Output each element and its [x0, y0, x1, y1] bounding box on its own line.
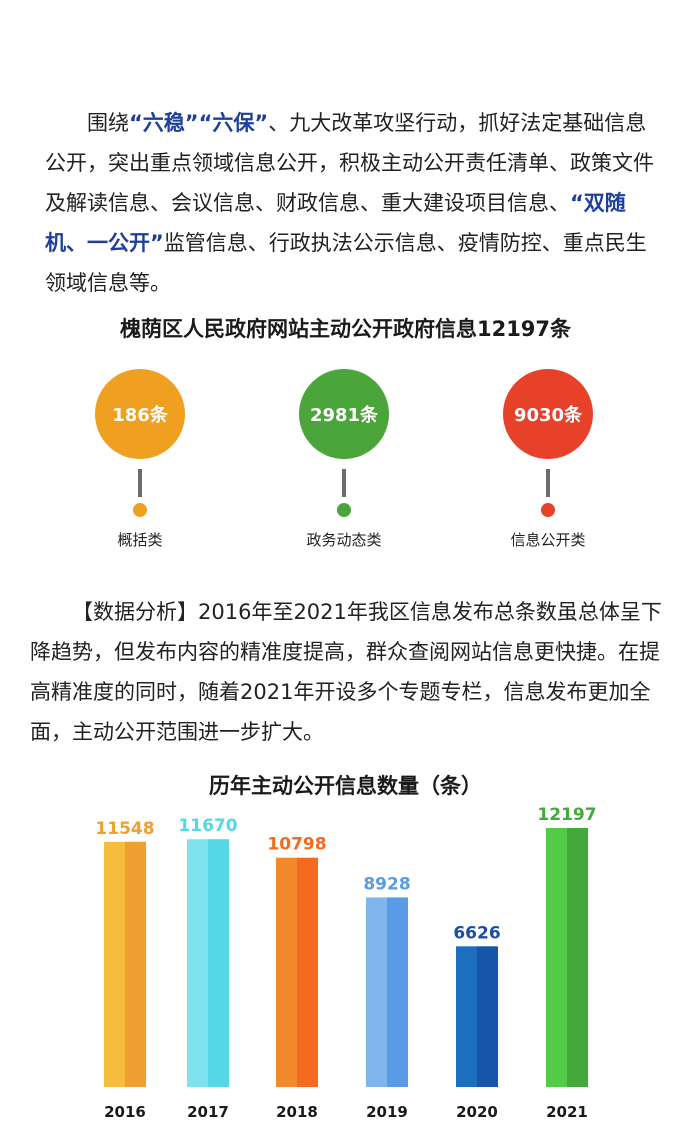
stat-value-overview: 186条	[112, 405, 168, 426]
stat-value-disclosure: 9030条	[513, 405, 583, 426]
summary-title: 槐荫区人民政府网站主动公开政府信息12197条	[119, 317, 572, 341]
intro-text-1: 围绕	[87, 111, 129, 135]
bar-2019-right-face	[387, 897, 408, 1087]
x-tick-label-2017: 2017	[187, 1103, 229, 1121]
bar-2018	[276, 857, 318, 1087]
bar-value-label-2019: 8928	[363, 874, 410, 894]
bar-2016-left-face	[104, 841, 125, 1087]
x-tick-label-2020: 2020	[456, 1103, 498, 1121]
x-tick-label-2019: 2019	[366, 1103, 408, 1121]
stat-circle-overview: 186条	[95, 369, 185, 459]
stat-label-disclosure: 信息公开类	[510, 531, 586, 549]
bar-2019-left-face	[366, 897, 387, 1087]
intro-highlight-1: “六稳”“六保”	[129, 111, 269, 135]
bar-2018-left-face	[276, 857, 297, 1087]
bar-2016-right-face	[125, 841, 146, 1087]
bar-value-label-2021: 12197	[537, 805, 596, 825]
stat-dot-overview	[133, 503, 147, 517]
bar-value-label-2020: 6626	[453, 923, 500, 943]
bar-2018-right-face	[297, 857, 318, 1087]
stat-circle-disclosure: 9030条	[503, 369, 593, 459]
intro-text-2: 、九大改革攻坚行动，抓好法定基础信息公开，突出重点领域信息公开，积极主动公开责任…	[45, 111, 654, 215]
intro-highlight-2: “双随机、一公开”	[45, 191, 626, 255]
bar-value-label-2017: 11670	[178, 816, 237, 836]
bar-2020-left-face	[456, 946, 477, 1087]
stat-stem-overview	[138, 469, 142, 497]
chart-title: 历年主动公开信息数量（条）	[209, 774, 482, 798]
bar-2021-right-face	[567, 828, 588, 1087]
x-tick-label-2021: 2021	[546, 1103, 588, 1121]
stat-circle-news: 2981条	[299, 369, 389, 459]
analysis-paragraph: 【数据分析】2016年至2021年我区信息发布总条数虽总体呈下降趋势，但发布内容…	[30, 592, 670, 752]
stat-dot-disclosure	[541, 503, 555, 517]
intro-paragraph: 围绕“六稳”“六保”、九大改革攻坚行动，抓好法定基础信息公开，突出重点领域信息公…	[45, 103, 655, 303]
bar-2017	[187, 839, 229, 1087]
intro-text-3: 监管信息、行政执法公示信息、疫情防控、重点民生领域信息等。	[45, 231, 647, 295]
x-tick-label-2016: 2016	[104, 1103, 146, 1121]
stat-label-overview: 概括类	[117, 531, 163, 549]
stat-dot-news	[337, 503, 351, 517]
bar-2019	[366, 897, 408, 1087]
bar-2017-right-face	[208, 839, 229, 1087]
stat-label-news: 政务动态类	[306, 531, 382, 549]
bar-2021-left-face	[546, 828, 567, 1087]
bar-2021	[546, 828, 588, 1087]
analysis-text: 【数据分析】2016年至2021年我区信息发布总条数虽总体呈下降趋势，但发布内容…	[30, 600, 662, 744]
stat-stem-disclosure	[546, 469, 550, 497]
bar-value-label-2018: 10798	[267, 835, 326, 855]
stat-value-news: 2981条	[309, 405, 379, 426]
bar-value-label-2016: 11548	[95, 819, 154, 839]
bar-2017-left-face	[187, 839, 208, 1087]
x-tick-label-2018: 2018	[276, 1103, 318, 1121]
bar-chart: 11548 2016 11670 2017 10798 2018 8928 2019 6626 2…	[95, 805, 596, 1121]
bar-2020-right-face	[477, 946, 498, 1087]
bar-2016	[104, 841, 146, 1087]
bar-2020	[456, 946, 498, 1087]
stat-stem-news	[342, 469, 346, 497]
